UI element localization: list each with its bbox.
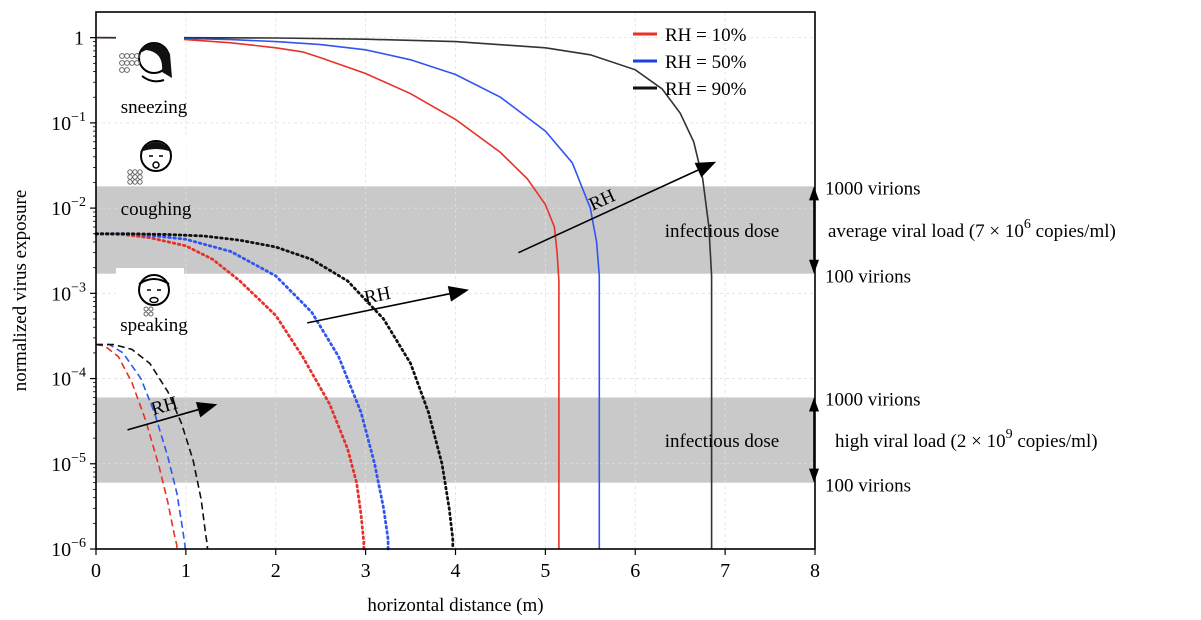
infectious-dose-label: infectious dose — [665, 431, 780, 452]
viral-load-label: high viral load (2 × 109 copies/ml) — [835, 427, 1098, 452]
speaking-icon — [116, 268, 184, 320]
sneezing-body — [141, 75, 165, 83]
series-sneezing-rh50 — [95, 36, 601, 549]
dose-range-arrow-head — [809, 186, 819, 201]
y-tick-label: 10−4 — [51, 366, 86, 391]
dose-range-arrow-head — [809, 259, 819, 274]
sneezing-icon — [116, 36, 184, 88]
x-tick-label: 8 — [810, 560, 820, 582]
dose-range-arrow-head — [809, 397, 819, 412]
x-tick-label: 1 — [181, 560, 191, 582]
x-tick-label: 6 — [630, 560, 640, 582]
y-tick-label: 10−2 — [51, 195, 86, 220]
sneezing-label: sneezing — [121, 97, 188, 118]
droplet — [127, 179, 133, 185]
series-speaking-rh50 — [96, 343, 186, 549]
y-tick-label: 10−5 — [51, 451, 86, 476]
sneezing-hair — [138, 43, 172, 78]
series-coughing-rh90 — [94, 232, 455, 551]
droplet — [132, 179, 138, 185]
y-tick-label: 10−6 — [51, 536, 86, 561]
series-speaking-rh10 — [95, 343, 178, 549]
x-tick-label: 5 — [540, 560, 550, 582]
x-tick-label: 3 — [361, 560, 371, 582]
legend-label: RH = 50% — [665, 52, 747, 73]
dose-range-arrow-head — [809, 468, 819, 483]
droplet — [124, 67, 130, 73]
dose-bottom-label: 100 virions — [825, 476, 911, 497]
viral-load-annotations: infectious dose 1000 virions 100 virions av… — [665, 178, 1116, 496]
rh-arrow-shaft — [307, 293, 450, 324]
x-axis-label: horizontal distance (m) — [367, 595, 543, 616]
rh-arrow-head — [694, 161, 717, 178]
droplet — [134, 60, 140, 66]
droplet — [127, 169, 133, 175]
y-axis-label: normalized virus exposure — [10, 190, 31, 392]
series-sneezing-rh90 — [96, 36, 713, 549]
droplet — [132, 174, 138, 180]
speaking-head — [138, 274, 170, 306]
x-tick-label: 4 — [451, 560, 461, 582]
droplet — [134, 53, 140, 59]
droplet — [132, 169, 138, 175]
legend: RH = 10% RH = 50% RH = 90% — [633, 25, 747, 100]
rh-arrow-shaft — [127, 408, 199, 431]
rh-arrow-head — [447, 285, 469, 302]
infectious-dose-label: infectious dose — [665, 221, 780, 242]
rh-arrow-shaft — [518, 169, 699, 254]
axis-ticks: 0 1 2 3 4 5 6 7 8 1 10−1 10−2 10−3 10−4 10−5 10−6 — [51, 28, 820, 582]
droplet — [137, 179, 143, 185]
legend-label: RH = 90% — [665, 79, 747, 100]
droplet — [143, 311, 149, 317]
x-tick-label: 7 — [720, 560, 730, 582]
droplet — [148, 306, 154, 312]
legend-label: RH = 10% — [665, 25, 747, 46]
droplet — [127, 174, 133, 180]
series-coughing-rh10 — [94, 232, 366, 551]
y-tick-label: 1 — [74, 28, 84, 50]
dose-top-label: 1000 virions — [825, 389, 921, 410]
rh-arrow-label: RH — [362, 283, 392, 309]
speaking-mouth — [149, 296, 159, 304]
dose-top-label: 1000 virions — [825, 178, 921, 199]
y-tick-label: 10−1 — [51, 110, 86, 135]
series — [94, 36, 713, 551]
dose-bottom-label: 100 virions — [825, 267, 911, 288]
droplet — [143, 306, 149, 312]
x-tick-label: 0 — [91, 560, 101, 582]
droplet — [148, 311, 154, 317]
droplet — [137, 169, 143, 175]
viral-load-label: average viral load (7 × 106 copies/ml) — [828, 217, 1116, 242]
activity-icons: sneezing coughing speaking — [116, 36, 192, 336]
coughing-mouth — [152, 161, 160, 169]
coughing-icon — [118, 134, 186, 186]
y-tick-label: 10−3 — [51, 280, 86, 305]
droplet — [137, 174, 143, 180]
x-tick-label: 2 — [271, 560, 281, 582]
series-speaking-rh90 — [96, 343, 209, 549]
speaking-label: speaking — [120, 315, 188, 336]
coughing-label: coughing — [121, 199, 192, 220]
coughing-hair — [140, 142, 172, 152]
speaking-hair — [138, 278, 170, 285]
rh-arrow-head — [195, 402, 218, 418]
